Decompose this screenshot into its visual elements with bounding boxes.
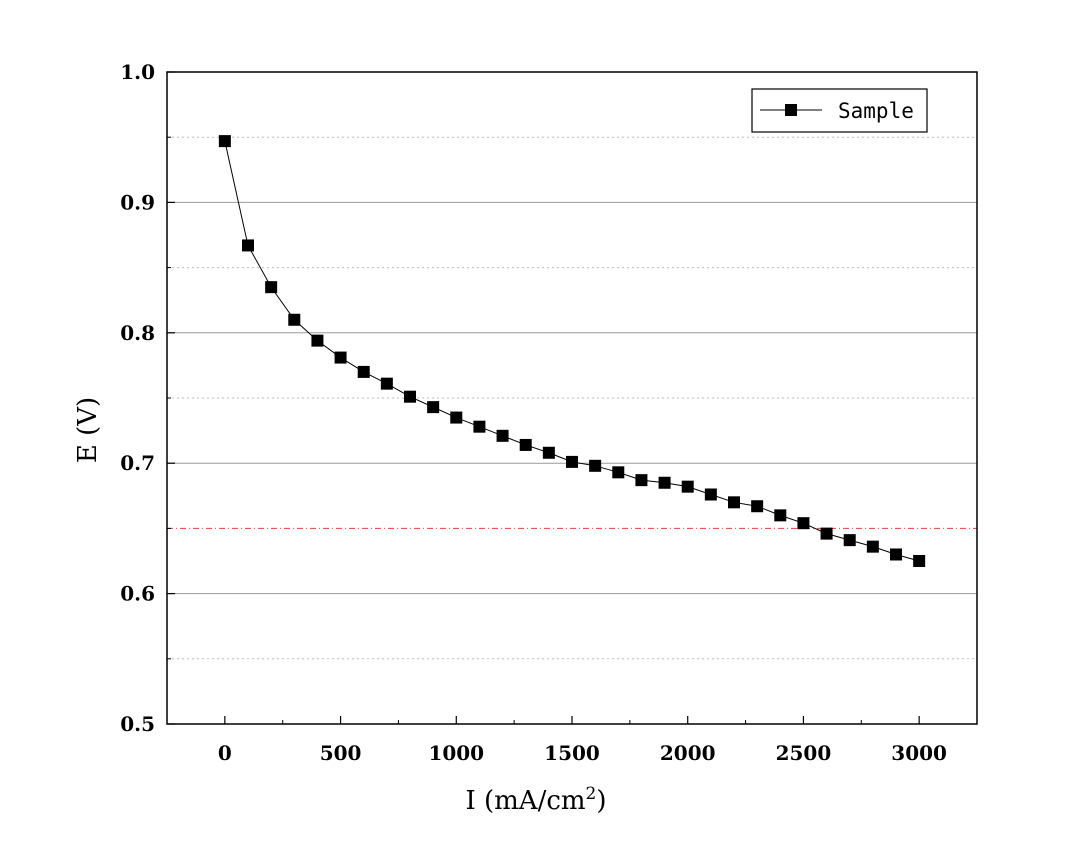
data-point [866, 540, 879, 553]
data-point [242, 239, 254, 252]
y-axis-title: E (V) [73, 397, 103, 463]
data-point [774, 509, 787, 522]
data-point [658, 476, 671, 489]
data-point [357, 365, 370, 378]
data-point [681, 480, 694, 493]
x-tick-label: 2500 [776, 741, 832, 765]
data-point [728, 496, 740, 509]
legend-label: Sample [838, 99, 914, 123]
y-tick-label: 1.0 [120, 60, 155, 84]
data-point [519, 438, 532, 451]
data-point [450, 411, 463, 424]
x-tick-label: 3000 [891, 741, 947, 765]
x-tick-label: 500 [320, 741, 362, 765]
x-tick-label: 1500 [544, 741, 600, 765]
data-point [218, 135, 231, 148]
legend-marker-square [785, 104, 797, 116]
data-point [542, 446, 555, 459]
data-point [404, 390, 416, 403]
y-tick-label: 0.5 [120, 712, 155, 736]
data-point [265, 281, 278, 294]
x-tick-label: 1000 [428, 741, 484, 765]
legend: Sample [751, 88, 928, 133]
data-point [635, 474, 648, 487]
series-line [224, 141, 920, 562]
x-axis-title: I (mA/cm2) [465, 784, 606, 816]
data-point [473, 420, 486, 433]
data-point [890, 548, 902, 561]
data-point [704, 488, 717, 501]
y-tick-label: 0.7 [120, 451, 155, 475]
grid-lines [167, 136, 977, 660]
y-tick-label: 0.6 [120, 582, 155, 606]
data-point [334, 351, 347, 364]
data-point [843, 534, 856, 547]
data-point [612, 466, 625, 479]
x-tick-label: 0 [218, 741, 232, 765]
data-point [751, 500, 764, 513]
axis-ticks: 0 500 1000 1500 2000 2500 3000 0.5 0.6 0.7 0.8 0.9 1… [120, 60, 947, 765]
data-point [311, 334, 324, 347]
data-point [820, 527, 833, 540]
y-tick-label: 0.9 [120, 190, 155, 214]
x-tick-label: 2000 [660, 741, 716, 765]
data-point [496, 429, 509, 442]
data-point [566, 455, 578, 468]
data-point [589, 459, 602, 472]
data-point [913, 555, 926, 567]
data-point [427, 401, 440, 414]
data-point [380, 377, 393, 390]
series-layer [218, 135, 926, 567]
data-point [797, 517, 810, 530]
y-tick-label: 0.8 [120, 321, 155, 345]
data-point [288, 313, 301, 326]
